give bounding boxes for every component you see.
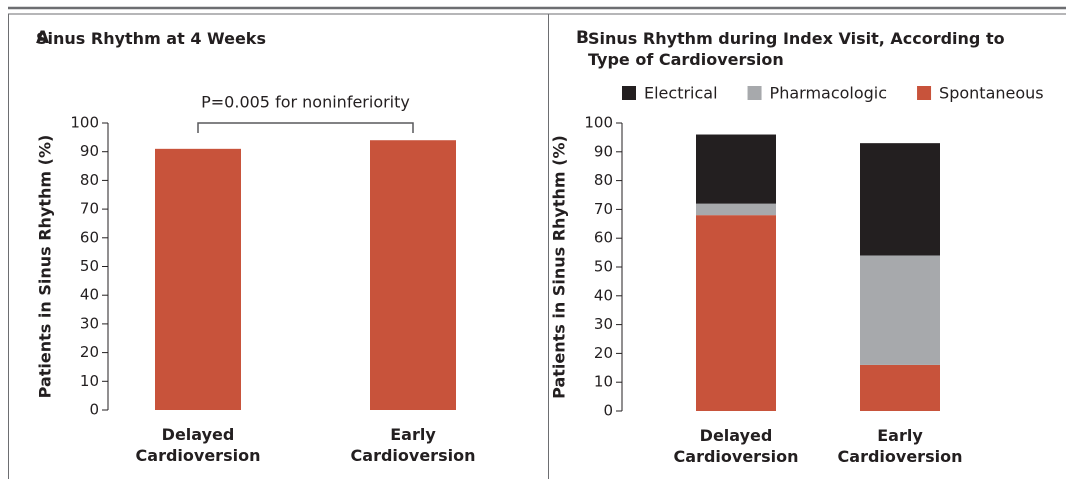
x-tick-label: Delayed Cardioversion	[135, 425, 261, 465]
y-tick-label: 60	[594, 229, 613, 247]
bar	[370, 140, 456, 410]
annotation-bracket	[197, 122, 414, 133]
bar-segment	[696, 215, 776, 411]
panel-letter: B	[576, 28, 589, 48]
bar-segment	[860, 364, 940, 411]
y-tick-label: 80	[594, 171, 613, 189]
annotation: P=0.005 for noninferiority	[201, 93, 410, 112]
x-tick-label: Early Cardioversion	[837, 426, 963, 466]
panel-title: Sinus Rhythm at 4 Weeks	[36, 29, 266, 48]
bar-segment	[696, 134, 776, 204]
y-tick-label: 10	[594, 373, 613, 391]
y-axis-label: Patients in Sinus Rhythm (%)	[36, 135, 55, 399]
y-tick-label: 50	[80, 257, 99, 275]
y-tick-label: 40	[80, 286, 99, 304]
y-tick-label: 80	[80, 171, 99, 189]
y-tick-label: 70	[80, 200, 99, 218]
legend-swatch	[622, 86, 636, 100]
y-tick-label: 90	[80, 142, 99, 160]
panel-letter: A	[36, 28, 50, 48]
legend-swatch	[747, 86, 762, 100]
bar-segment	[860, 143, 940, 256]
y-tick-label: 50	[594, 258, 613, 276]
legend-label: Pharmacologic	[770, 84, 888, 103]
panel-title: Sinus Rhythm during Index Visit, Accordi…	[588, 29, 1005, 69]
x-tick-label: Early Cardioversion	[350, 425, 476, 465]
legend-label: Spontaneous	[939, 84, 1044, 103]
y-tick-label: 30	[80, 314, 99, 332]
y-tick-label: 10	[80, 372, 99, 390]
y-tick-label: 70	[594, 200, 613, 218]
y-tick-label: 100	[70, 114, 99, 132]
y-tick-label: 100	[584, 114, 613, 132]
legend-label: Electrical	[644, 84, 718, 103]
y-tick-label: 0	[89, 401, 99, 419]
y-axis-label: Patients in Sinus Rhythm (%)	[550, 135, 569, 399]
y-tick-label: 20	[594, 344, 613, 362]
bar	[155, 148, 241, 410]
y-tick-label: 90	[594, 142, 613, 160]
y-tick-label: 30	[594, 315, 613, 333]
y-tick-label: 20	[80, 343, 99, 361]
legend-swatch	[917, 86, 932, 100]
y-tick-label: 60	[80, 228, 99, 246]
bar-segment	[860, 255, 940, 365]
y-tick-label: 0	[603, 402, 613, 420]
bar-segment	[696, 203, 776, 216]
y-tick-label: 40	[594, 286, 613, 304]
x-tick-label: Delayed Cardioversion	[673, 426, 799, 466]
